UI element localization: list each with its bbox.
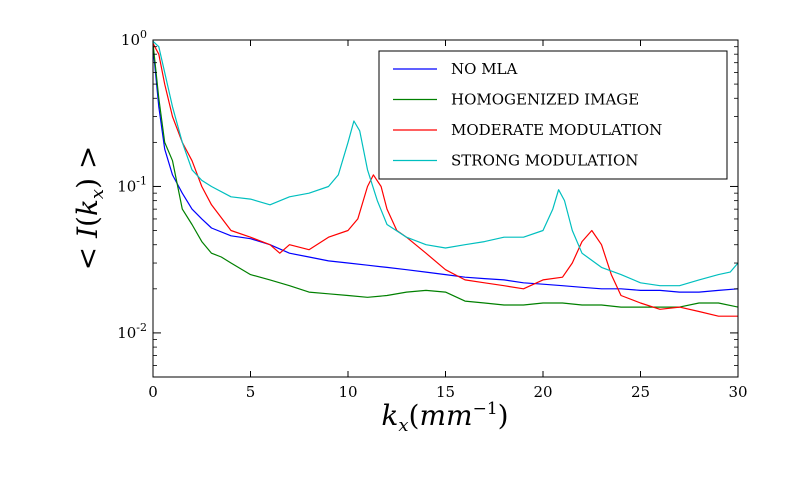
x-tick-label: 20 (533, 383, 552, 401)
legend-label-1: HOMOGENIZED IMAGE (451, 91, 639, 109)
series-line-0 (153, 46, 738, 293)
series-layer (153, 40, 738, 317)
legend-label-3: STRONG MODULATION (451, 152, 638, 170)
y-axis-label: < I(kx) > (71, 146, 108, 271)
x-tick-label: 30 (728, 383, 747, 401)
ticks-layer: 0 5 10 15 20 25 30 100 10-1 10-2 (117, 28, 747, 401)
y-tick-label: 10-1 (117, 174, 147, 195)
series-line-3 (153, 40, 738, 287)
legend: NO MLA HOMOGENIZED IMAGE MODERATE MODULATI… (378, 50, 728, 180)
x-tick-label: 10 (338, 383, 357, 401)
legend-label-0: NO MLA (451, 60, 518, 78)
y-tick-label: 10-2 (117, 321, 147, 342)
x-tick-label: 15 (436, 383, 455, 401)
y-tick-label: 100 (121, 28, 147, 49)
series-line-1 (153, 43, 738, 308)
legend-label-2: MODERATE MODULATION (451, 121, 662, 139)
x-axis-label: kx(mm−1) (381, 399, 508, 436)
legend-box (378, 50, 728, 180)
x-tick-label: 25 (631, 383, 650, 401)
x-tick-label: 0 (148, 383, 158, 401)
x-tick-label: 5 (246, 383, 256, 401)
